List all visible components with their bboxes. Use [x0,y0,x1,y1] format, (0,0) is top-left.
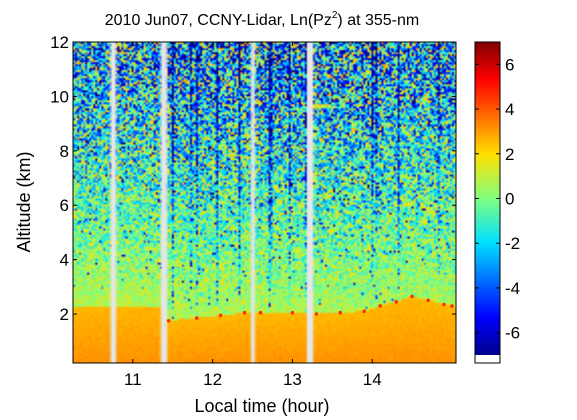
boundary-layer-point [258,310,263,315]
boundary-layer-point [450,304,454,308]
y-tick-label: 2 [60,305,69,324]
boundary-layer-point [166,319,171,323]
colorbar-tick-label: -4 [505,279,520,298]
colorbar-tick-label: -6 [505,324,520,343]
y-tick-label: 4 [60,251,69,270]
boundary-layer-point [194,316,199,320]
colorbar-gradient [475,42,500,355]
colorbar-tick-label: 6 [505,55,514,74]
y-axis-label: Altitude (km) [14,151,34,252]
boundary-layer-point [362,309,367,314]
y-tick-label: 12 [50,33,69,52]
colorbar-tick-label: 2 [505,145,514,164]
colorbar-frame [474,41,501,364]
colorbar: 6 4 2 0 -2 -4 -6 [474,41,520,364]
boundary-layer-point [290,310,295,315]
colorbar-tick-label: 0 [505,190,514,209]
chart-title: 2010 Jun07, CCNY-Lidar, Ln(Pz2) at 355-n… [105,10,419,29]
x-tick-label: 14 [363,370,382,389]
x-axis: 11 12 13 14 [124,42,382,389]
x-axis-label: Local time (hour) [194,396,329,416]
y-tick-label: 8 [60,142,69,161]
colorbar-ticks: 6 4 2 0 -2 -4 -6 [475,55,520,343]
colorbar-nan-swatch [475,355,500,363]
boundary-layer-marks [166,294,454,323]
boundary-layer-point [394,300,399,304]
boundary-layer-point [242,310,247,315]
plot-frame [72,41,457,364]
x-tick-label: 13 [283,370,302,389]
y-tick-label: 6 [60,196,69,215]
colorbar-tick-label: 4 [505,100,514,119]
x-tick-label: 11 [124,370,142,389]
y-axis: 2 4 6 8 10 12 [50,33,456,324]
boundary-layer-point [378,304,383,308]
y-tick-label: 10 [50,87,69,106]
boundary-layer-point [426,298,430,303]
x-tick-label: 12 [203,370,222,389]
boundary-layer-point [338,310,343,315]
boundary-layer-point [442,302,446,307]
boundary-layer-point [314,312,319,316]
colorbar-tick-label: -2 [505,234,520,253]
plot-area: 11 12 13 14 2 4 6 8 10 12 [50,33,457,389]
boundary-layer-point [410,294,414,299]
heatmap-image [73,42,456,363]
boundary-layer-point [218,313,223,318]
